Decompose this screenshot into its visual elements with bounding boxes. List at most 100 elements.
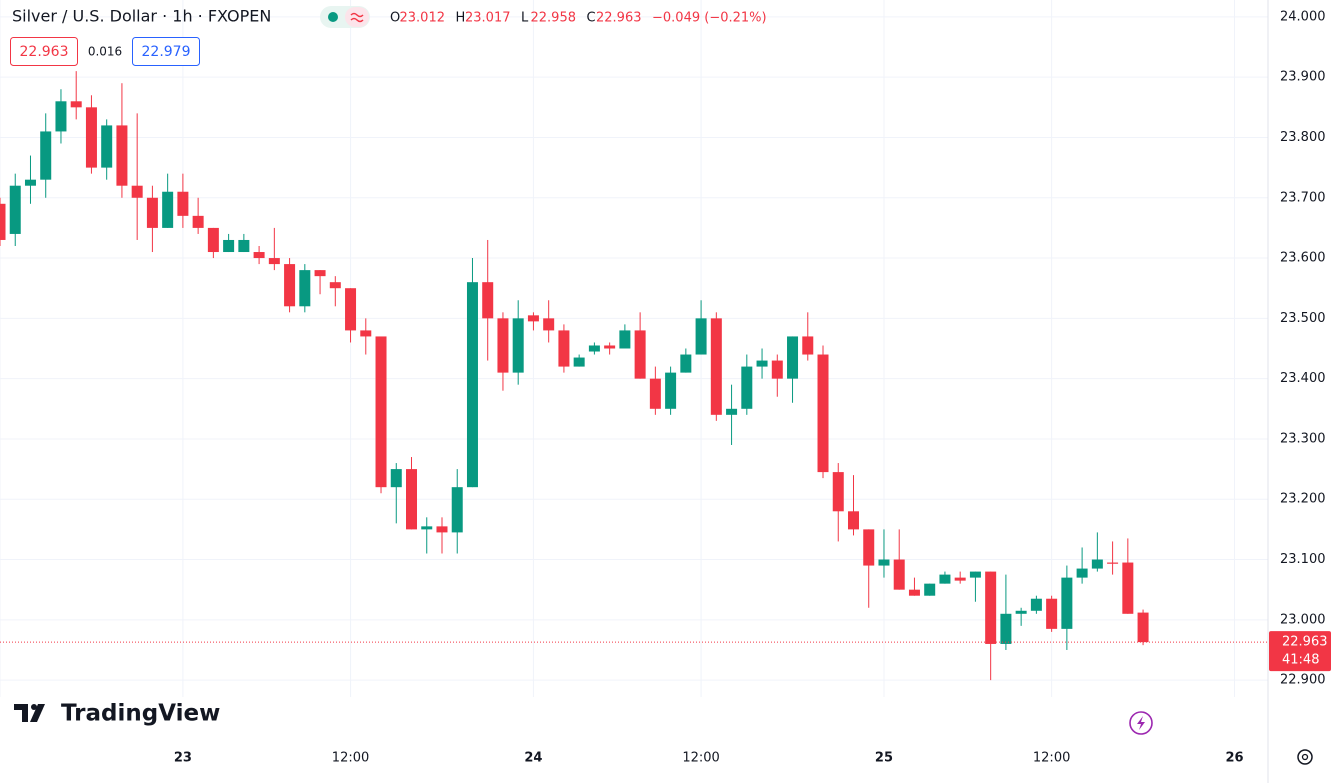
candle-body	[482, 282, 494, 319]
legend-change: −0.049 (−0.21%)	[652, 11, 767, 26]
candle-body	[847, 511, 859, 530]
candle-body	[558, 330, 570, 367]
ohlc-legend: O 23.012 H 23.017 L 22.958 C 22.963 −0.049 (−0.2…	[390, 11, 767, 26]
candle-body	[451, 487, 463, 533]
candle-body	[771, 360, 783, 379]
candle-body	[238, 239, 250, 253]
candle-body	[70, 101, 82, 108]
candle-body	[649, 378, 661, 409]
candle-body	[497, 318, 509, 373]
x-tick-label: 24	[524, 751, 542, 766]
candle-body	[1030, 598, 1042, 611]
candle-body	[177, 191, 189, 216]
legend-value: 23.012	[400, 11, 446, 26]
y-tick-label: 23.200	[1280, 492, 1326, 507]
y-tick-label: 23.700	[1280, 190, 1326, 205]
status-dot	[328, 12, 338, 22]
candle-body	[436, 526, 448, 533]
candle-body	[588, 345, 600, 352]
candle-body	[1000, 613, 1012, 644]
y-tick-label: 23.600	[1280, 251, 1326, 266]
legend-key: C	[587, 11, 596, 26]
sell-price: 22.963	[20, 44, 69, 60]
y-tick-label: 23.800	[1280, 130, 1326, 145]
legend-value: 22.958	[531, 11, 577, 26]
buy-button[interactable]	[132, 37, 200, 66]
candle-body	[1107, 562, 1119, 564]
candle-body	[695, 318, 707, 355]
candle-body	[924, 583, 936, 596]
candle-body	[543, 318, 555, 331]
candle-body	[665, 372, 677, 409]
y-tick-label: 23.900	[1280, 70, 1326, 85]
candle-body	[817, 354, 829, 473]
candle-body	[131, 185, 143, 198]
candle-body	[1061, 577, 1073, 629]
candle-body	[146, 197, 158, 228]
x-tick-label: 26	[1225, 751, 1243, 766]
candle-body	[162, 191, 174, 228]
candle-body	[527, 315, 539, 322]
y-tick-label: 23.300	[1280, 431, 1326, 446]
countdown: 41:48	[1282, 653, 1319, 668]
toggle-bg[interactable]	[345, 7, 369, 27]
candle-body	[619, 330, 631, 349]
candle-body	[863, 529, 875, 566]
candle-body	[1091, 559, 1103, 569]
logo: TradingView	[14, 701, 220, 727]
candle-body	[802, 336, 814, 355]
candle-body	[253, 252, 265, 259]
alert-icon[interactable]	[1129, 711, 1153, 735]
logo-mark	[31, 704, 37, 710]
candle-body	[878, 559, 890, 566]
settings-icon[interactable]	[1297, 749, 1313, 765]
candle-body	[101, 125, 113, 168]
icon-bolt	[1137, 716, 1145, 730]
legend-key: L	[521, 11, 529, 26]
chart-title: Silver / U.S. Dollar · 1h · FXOPEN	[12, 7, 271, 26]
candle-body	[207, 227, 219, 253]
last-price-label: 22.963	[1282, 635, 1328, 650]
logo-mark	[30, 704, 45, 722]
icon-ring[interactable]	[1129, 711, 1153, 735]
x-tick-label: 12:00	[332, 751, 369, 766]
candle-body	[1137, 612, 1149, 643]
legend-key: O	[390, 11, 400, 26]
candle-body	[284, 264, 296, 307]
candle-body	[223, 239, 235, 253]
candle-body	[908, 589, 920, 596]
candle-body	[634, 330, 646, 379]
candle-body	[756, 360, 768, 367]
x-tick-label: 25	[875, 751, 893, 766]
candle-body	[741, 366, 753, 409]
candle-body	[421, 526, 433, 530]
spread: 0.016	[88, 45, 122, 59]
candle-body	[954, 577, 966, 581]
candle-body	[710, 318, 722, 415]
candle-body	[0, 203, 6, 240]
candle-body	[9, 185, 21, 234]
indicator-toggles[interactable]	[320, 6, 370, 28]
candle-body	[512, 318, 524, 373]
gear-center	[1301, 753, 1309, 761]
candle-body	[40, 131, 52, 180]
candle-body	[314, 270, 326, 277]
trade-buttons[interactable]: 22.963 0.016 22.979	[10, 37, 200, 66]
sell-button[interactable]	[10, 37, 78, 66]
candle-body	[1122, 562, 1134, 614]
candle-body	[55, 101, 67, 132]
candle-body	[969, 571, 981, 578]
legend-value: 23.017	[465, 11, 511, 26]
candle-body	[832, 472, 844, 512]
y-tick-label: 23.000	[1280, 612, 1326, 627]
last-price-box	[1269, 631, 1331, 672]
candle-body	[345, 288, 357, 331]
y-tick-label: 23.400	[1280, 371, 1326, 386]
y-tick-label: 22.900	[1280, 673, 1326, 688]
logo-mark	[14, 704, 28, 722]
candle-body	[299, 270, 311, 307]
candle-body	[573, 357, 585, 367]
candle-body	[406, 469, 418, 530]
gear[interactable]	[1297, 749, 1313, 765]
